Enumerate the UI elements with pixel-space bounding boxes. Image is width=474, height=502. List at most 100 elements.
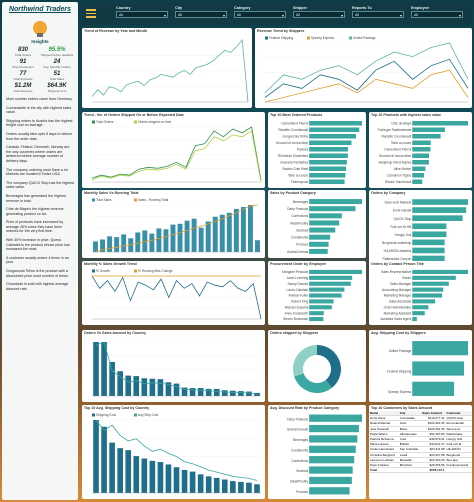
bar	[240, 206, 246, 252]
bar	[198, 227, 204, 252]
table-cell	[445, 467, 472, 474]
filter-employee[interactable]: Employee All	[411, 6, 463, 19]
kpi-value: $64.9K	[47, 83, 67, 89]
panel-title: Avg. Shipping Cost by Shippers	[371, 331, 426, 335]
filter-shipper[interactable]: Shipper All	[293, 6, 345, 19]
tick-label: Raclette Courdavault	[278, 128, 308, 132]
bar	[246, 482, 252, 493]
revenue-shippers-chart: Federal Shipping Speedy Express United Pac…	[264, 36, 469, 103]
filter-reports-to[interactable]: Reports To All	[352, 6, 404, 19]
column-header: Name	[369, 411, 399, 417]
panel-title: Top 10 Most Ordered Products	[270, 113, 323, 117]
kpi-grid: 830 Total Orders 95.5% Shipped before deadl…	[2, 44, 78, 93]
tick-label: Seafood	[296, 228, 308, 232]
tick-label: Janet Leverling	[287, 276, 309, 280]
bar	[309, 146, 348, 152]
table-cell: Cunewalde	[398, 415, 422, 422]
kpi-label: Total Products	[13, 77, 33, 81]
tick-label: Andrew Fuller	[288, 294, 309, 298]
series-line	[95, 419, 258, 481]
bar	[141, 458, 148, 493]
tick-label: Confections	[291, 214, 308, 218]
panel-orders-contact: Orders by Contact Person Title Sales Rep…	[369, 261, 472, 325]
bar	[412, 281, 449, 286]
panel-title: Revenue Trend by Shippers	[257, 29, 305, 33]
top10-sales-chart: Côte de Blaye Thüringer Rostbratwurst Racl…	[377, 120, 468, 185]
panel-procured-employee: Procurement Order by Employee Margaret P…	[268, 261, 366, 325]
bar	[212, 216, 218, 252]
filter-city[interactable]: City All	[175, 6, 227, 19]
filter-country[interactable]: Country All	[116, 6, 168, 19]
insight-notes: Most number orders came from Germany. Cun…	[2, 93, 78, 291]
monthly-sales-chart: Total Sales Sales - Running Total	[92, 198, 261, 253]
tick-label: Condiments	[291, 448, 308, 452]
bar	[309, 199, 362, 205]
table-row: Carlos Hernández San Cristóbal $23,611.58 H…	[369, 446, 472, 453]
bar	[309, 179, 345, 185]
table-cell: HILARIÓN	[445, 446, 472, 453]
column-header: Sales Amount	[421, 411, 446, 417]
filter-dropdown[interactable]: All	[293, 11, 345, 19]
filter-dropdown[interactable]: All	[175, 11, 227, 19]
kpi-value: 77	[19, 71, 27, 77]
bar	[125, 450, 132, 493]
bar	[181, 469, 188, 493]
legend-label: United Package	[353, 36, 376, 40]
kpi-value: 830	[17, 47, 28, 53]
legend-swatch	[349, 36, 352, 40]
bar	[309, 227, 336, 233]
bar	[149, 233, 155, 252]
legend-label: % Running Max Change	[138, 269, 173, 273]
kpi-card: 24 Avg. Monthly Orders	[40, 59, 74, 69]
legend-label: Avg Ship Cost	[138, 413, 158, 417]
tick-label: Federal Shipping	[387, 370, 411, 374]
bar	[412, 179, 423, 185]
bar	[230, 390, 236, 396]
panel-shippers-donut: Orders shipped by Shippers	[268, 330, 366, 402]
bar	[197, 474, 204, 493]
bar	[309, 435, 358, 443]
bar	[412, 361, 465, 376]
top10-customers-table: Name City Sales Amount Customer Horst Kloss C…	[369, 411, 472, 474]
bar	[412, 223, 447, 230]
legend-swatch	[92, 198, 95, 202]
bar	[238, 391, 244, 396]
tick-label: Rattlesnake Canyon	[383, 257, 412, 261]
pie-slice	[294, 373, 332, 393]
filter-dropdown[interactable]: All	[411, 11, 463, 19]
legend-label: % Growth	[96, 269, 110, 273]
panel-top10-ordered: Top 10 Most Ordered Products Camembert P…	[268, 112, 366, 188]
bar	[117, 448, 123, 493]
table-row: Maria Larsson Bräcke $32,841.37 Folk och fä	[369, 441, 472, 448]
legend-label: Total Orders	[96, 120, 114, 124]
insight-note: Côte de Blaye's the highest revenue gene…	[6, 207, 64, 216]
bar	[219, 214, 225, 252]
bar	[412, 127, 445, 133]
tick-label: Sales Representative	[381, 270, 412, 274]
insight-note: Cunnewalde is the city with highest sale…	[6, 105, 72, 115]
menu-icon[interactable]	[86, 9, 96, 18]
tick-label: Confections	[291, 459, 308, 463]
insight-note: Canada, Finland, Denmark, Norway are the…	[6, 145, 70, 163]
bar	[309, 476, 352, 485]
series-line	[91, 126, 262, 181]
kpi-value: 95.5%	[48, 47, 66, 53]
filter-dropdown[interactable]: All	[116, 11, 168, 19]
series-line	[91, 39, 249, 103]
filter-dropdown[interactable]: All	[234, 11, 286, 19]
bar	[238, 481, 244, 493]
kpi-card: 95.5% Shipped before deadline	[40, 47, 74, 57]
bar	[309, 487, 350, 495]
tick-label: Owner	[402, 276, 412, 280]
procured-employee-chart: Margaret Peacock Janet Leverling Nancy Dav…	[282, 269, 362, 321]
bar	[412, 207, 467, 213]
filter-label: Country	[116, 6, 131, 10]
top10-ordered-chart: Camembert Pierrot Raclette Courdavault Gor…	[276, 120, 362, 185]
bar	[412, 215, 463, 221]
bar	[309, 445, 356, 453]
filter-category[interactable]: Category All	[234, 6, 286, 19]
table-cell: Bräcke	[398, 441, 422, 448]
table-cell: $21,963.25	[421, 457, 446, 464]
filter-dropdown[interactable]: All	[352, 11, 404, 19]
insight-note: Shipping orders to Austria has the highe…	[6, 118, 73, 128]
